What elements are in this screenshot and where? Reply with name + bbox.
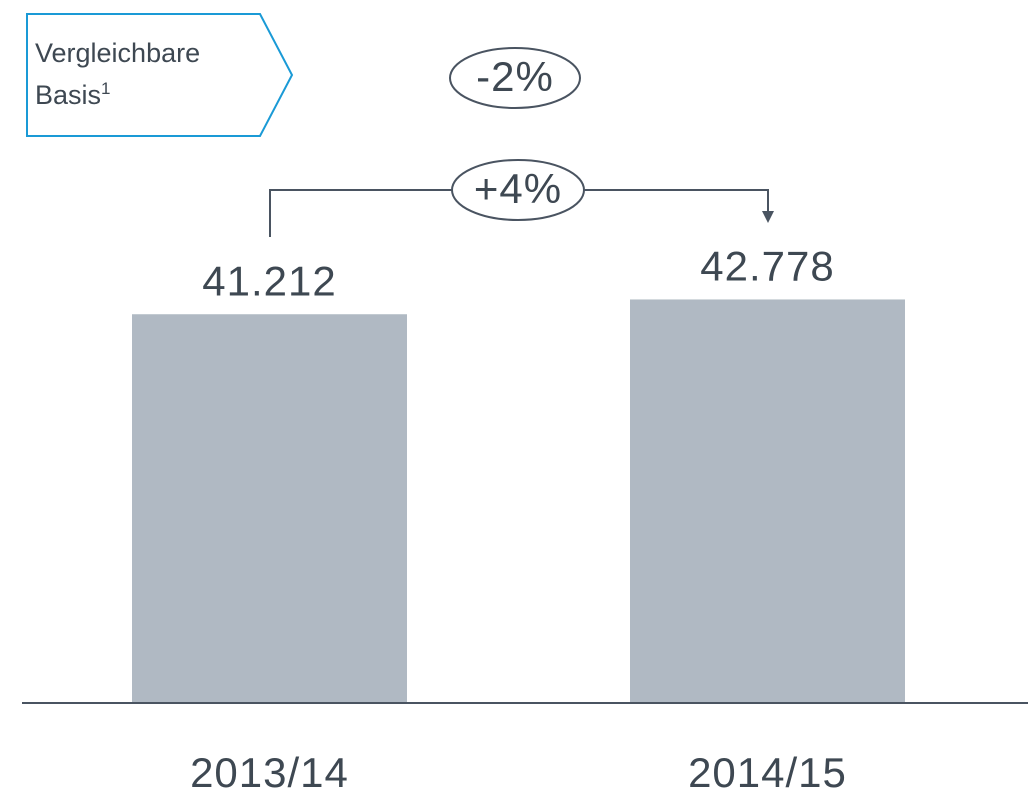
annotation-frame: [451, 159, 585, 221]
badge-text: Basis: [35, 80, 101, 110]
footnote-mark: 1: [101, 79, 110, 98]
annotation: -2%: [476, 53, 554, 100]
badge-text: Vergleichbare: [35, 38, 200, 68]
x-tick-label: 2014/15: [688, 749, 847, 796]
bracket: [269, 189, 452, 237]
bracket: [584, 189, 769, 212]
bar: [132, 314, 407, 703]
x-tick-label: 2013/14: [190, 749, 349, 796]
arrow-head: [762, 211, 774, 223]
value-label: 42.778: [700, 243, 834, 290]
annotation-frame: [449, 47, 581, 109]
badge-text: Basis1: [35, 79, 111, 110]
annotation: +4%: [474, 165, 562, 212]
badge-frame: [26, 13, 294, 137]
value-label: 41.212: [202, 257, 336, 304]
bar: [630, 299, 905, 703]
